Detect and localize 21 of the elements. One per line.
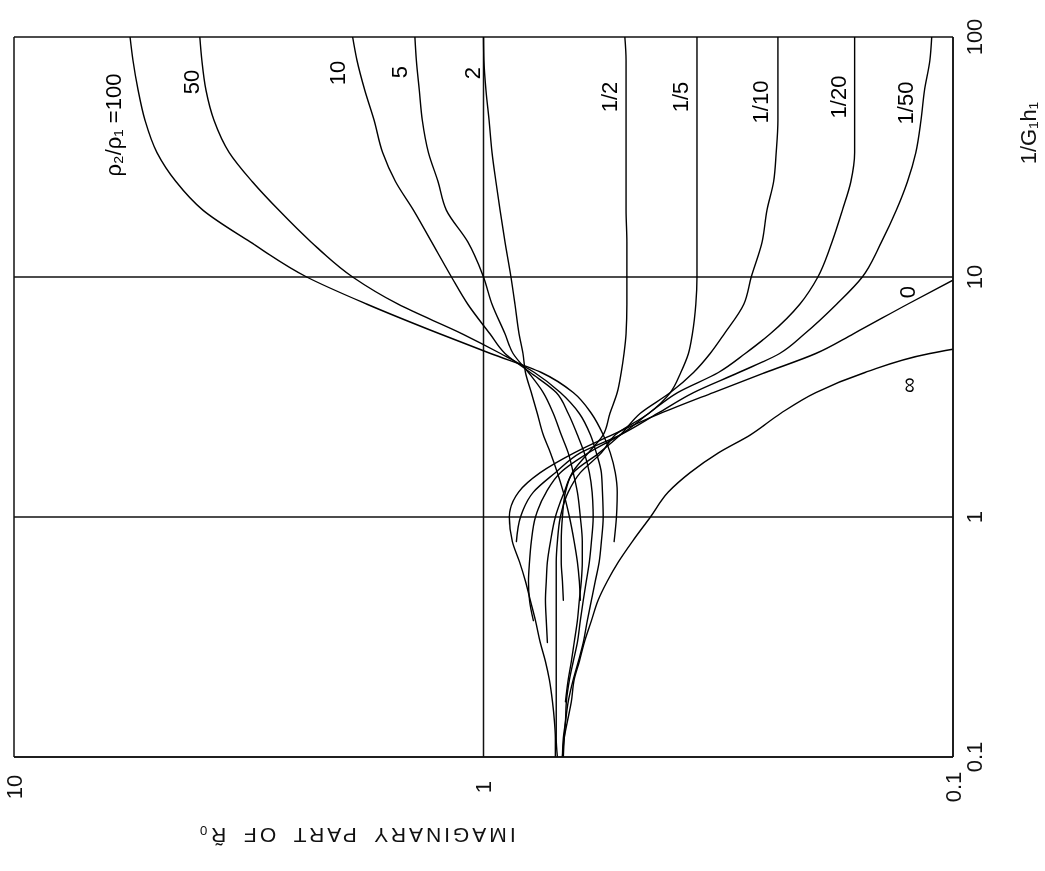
text: 1/50 — [893, 81, 919, 125]
y-tick-label: 0.1 — [961, 741, 987, 773]
text: 5 — [387, 65, 413, 79]
text: 2 — [460, 66, 485, 80]
text: 50 — [179, 69, 205, 95]
y-tick-label: 1 — [961, 510, 987, 524]
text: ρ₂/ρ₁ =100 — [100, 73, 126, 177]
x-tick-label: 1 — [471, 780, 496, 794]
x-axis-title: IMAGINARY PART OF R̃₀ — [196, 823, 516, 847]
x-tick-label: 10 — [1, 774, 27, 800]
y-tick-label: 100 — [961, 18, 987, 56]
text: 1/5 — [668, 81, 694, 113]
y-axis-title: 1/G₁h₁ — [1015, 101, 1041, 165]
text: 1/10 — [748, 80, 774, 124]
y-tick-label: 10 — [961, 264, 987, 290]
x-tick-label: 0.1 — [940, 771, 966, 803]
text: ∞ — [895, 377, 921, 394]
text: 0 — [894, 286, 920, 299]
text: 1/20 — [826, 75, 852, 119]
text: 1/2 — [597, 81, 623, 113]
text: 10 — [325, 60, 351, 86]
